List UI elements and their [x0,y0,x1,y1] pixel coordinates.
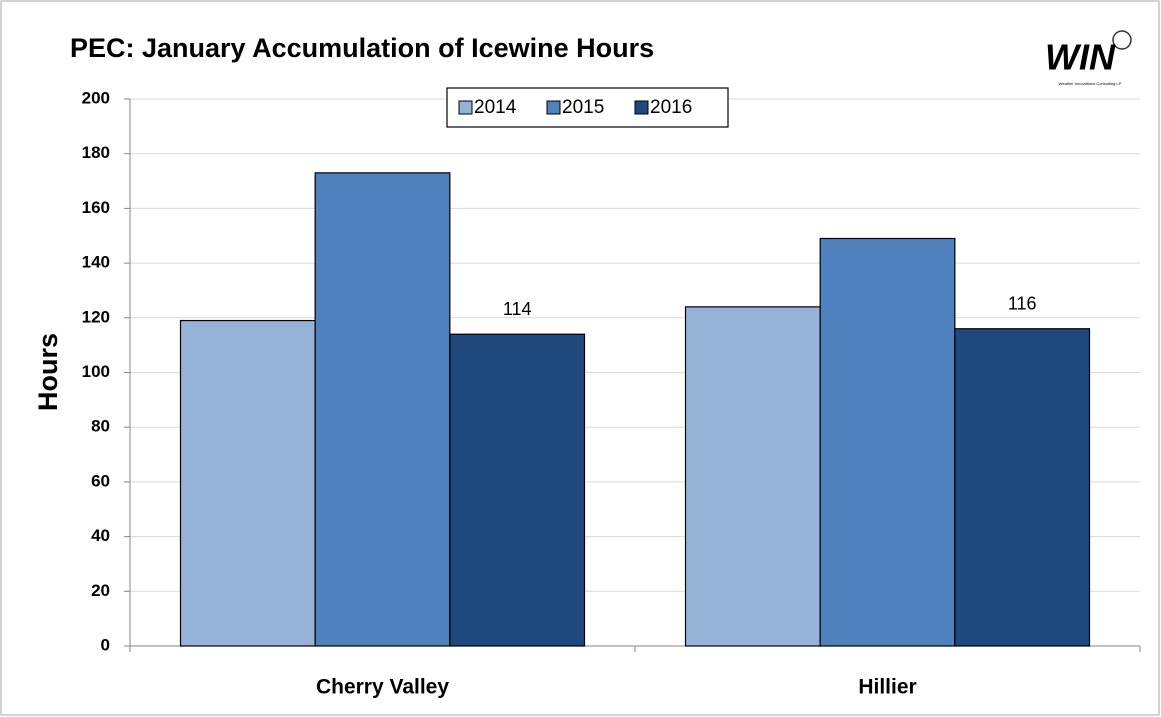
logo-subtitle: Weather Innovations Consulting LP [1059,81,1122,86]
bar [819,237,956,647]
legend-swatch [458,100,473,115]
logo: WIN Weather Innovations Consulting LP [1045,30,1132,86]
y-tick-label: 20 [91,581,110,600]
y-tick-label: 40 [91,526,110,545]
chart-title: PEC: January Accumulation of Icewine Hou… [70,33,654,63]
x-tick-label: Hillier [858,676,916,699]
legend-box [446,87,729,128]
bar [684,306,821,647]
bar [179,319,316,647]
y-tick-label: 60 [91,471,110,490]
y-tick-label: 180 [82,143,110,162]
legend-label: 2014 [474,97,517,118]
data-label: 116 [1008,293,1037,313]
y-tick-label: 200 [82,88,110,107]
bar [954,328,1091,647]
legend-swatch [634,100,649,115]
legend-label: 2015 [562,97,604,118]
legend-swatch [546,100,561,115]
logo-text: WIN [1045,37,1116,78]
y-tick-label: 80 [91,417,110,436]
y-tick-label: 100 [82,362,110,381]
bar [314,172,451,647]
legend-label: 2016 [650,97,692,118]
y-axis-label: Hours [33,333,63,411]
logo-sun [1112,30,1132,50]
data-label: 114 [503,299,532,319]
y-tick-label: 0 [101,635,110,654]
bar [449,333,586,647]
y-tick-label: 140 [82,253,110,272]
y-tick-label: 120 [82,307,110,326]
y-tick-label: 160 [82,198,110,217]
x-tick-label: Cherry Valley [316,676,449,699]
